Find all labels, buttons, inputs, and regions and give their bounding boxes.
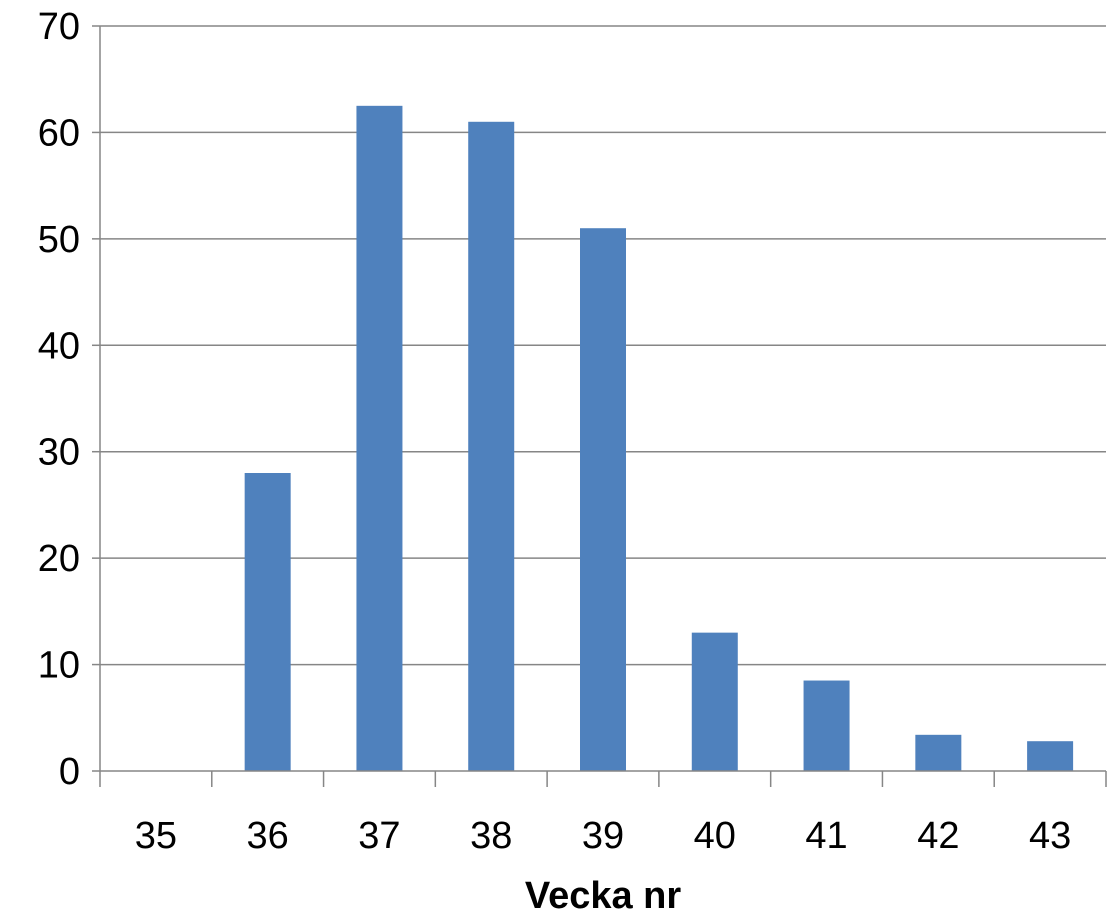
y-tick-label: 50 bbox=[38, 219, 80, 261]
y-tick-label: 40 bbox=[38, 325, 80, 367]
x-axis-tick-labels: 35 36 37 38 39 40 41 42 43 bbox=[135, 815, 1072, 857]
axes bbox=[99, 26, 1106, 772]
x-tick-label: 38 bbox=[470, 815, 512, 857]
x-tick-label: 37 bbox=[358, 815, 400, 857]
y-axis-tick-labels: 0 10 20 30 40 50 60 70 bbox=[38, 6, 80, 793]
bar bbox=[244, 473, 291, 771]
x-tick-label: 42 bbox=[917, 815, 959, 857]
bar bbox=[356, 105, 403, 772]
bar bbox=[691, 632, 738, 771]
y-tick-label: 0 bbox=[59, 751, 80, 793]
y-tick-label: 30 bbox=[38, 432, 80, 474]
x-tick-label: 36 bbox=[247, 815, 289, 857]
y-tick-label: 70 bbox=[38, 6, 80, 48]
x-tick-label: 35 bbox=[135, 815, 177, 857]
x-tick-label: 40 bbox=[694, 815, 736, 857]
bar bbox=[1027, 741, 1074, 771]
x-axis-ticks bbox=[99, 771, 1107, 787]
y-tick-label: 10 bbox=[38, 645, 80, 687]
x-tick-label: 41 bbox=[805, 815, 847, 857]
bar bbox=[580, 228, 626, 771]
bars bbox=[244, 105, 1074, 772]
y-tick-label: 20 bbox=[38, 538, 80, 580]
bar bbox=[803, 680, 850, 771]
x-axis-title: Vecka nr bbox=[525, 875, 682, 917]
bar bbox=[915, 734, 962, 771]
x-tick-label: 39 bbox=[582, 815, 624, 857]
x-tick-label: 43 bbox=[1029, 815, 1071, 857]
bar bbox=[468, 121, 515, 772]
y-tick-label: 60 bbox=[38, 112, 80, 154]
